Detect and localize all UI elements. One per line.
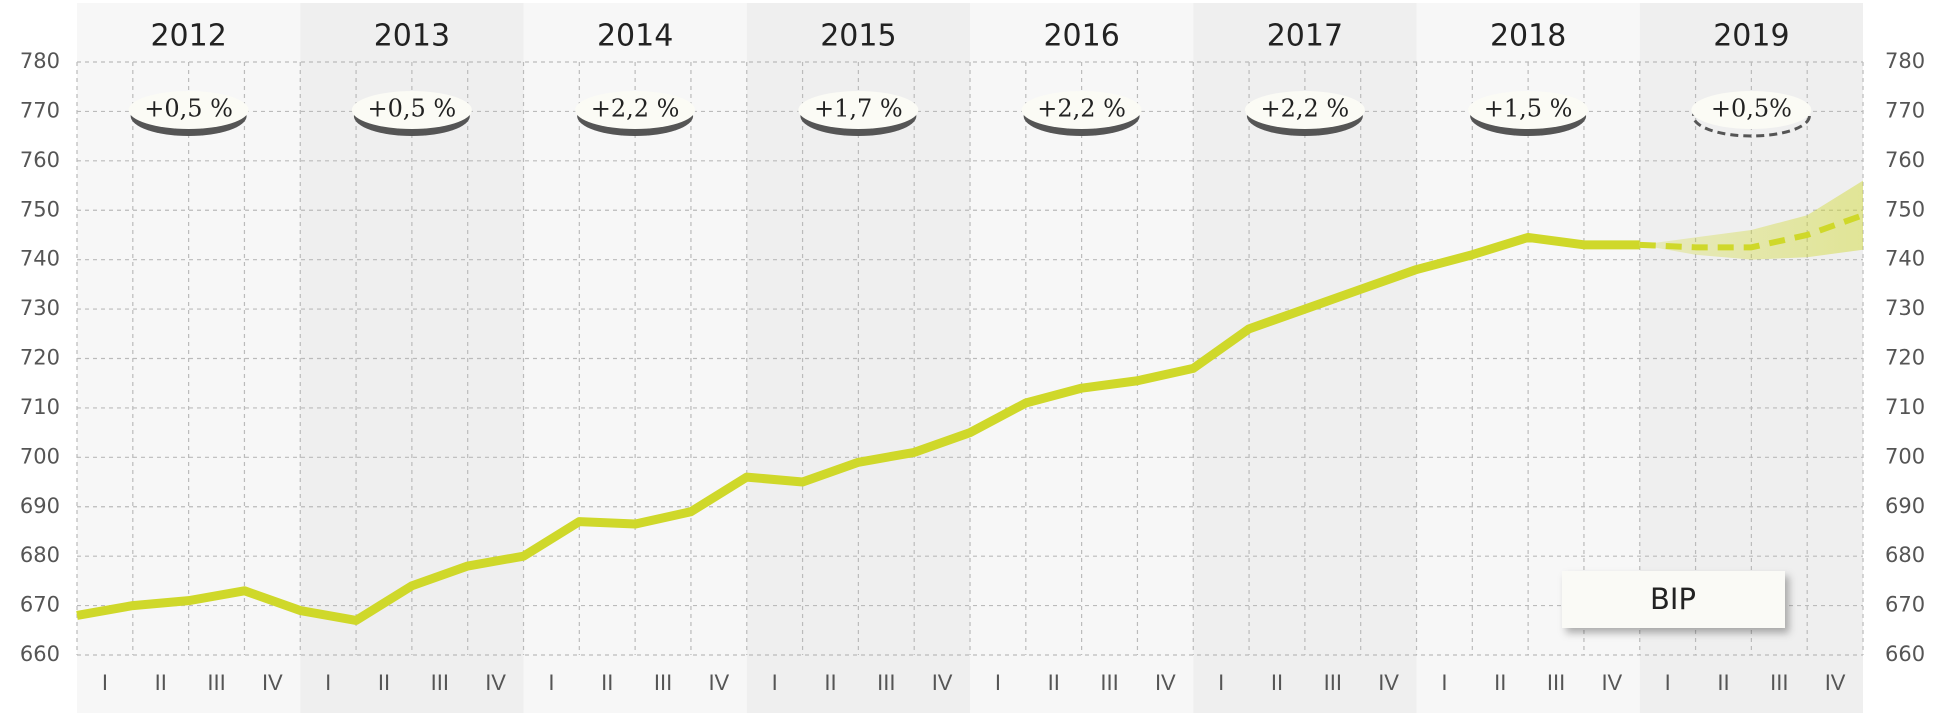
year-label: 2017 xyxy=(1267,19,1343,54)
pill xyxy=(1244,91,1365,129)
y2-tick-label: 740 xyxy=(1885,247,1925,271)
pill xyxy=(351,91,472,129)
x-tick-label: IV xyxy=(1825,670,1846,695)
x-tick-label: II xyxy=(155,670,167,695)
pill xyxy=(798,91,919,129)
y-tick-label: 660 xyxy=(20,642,60,666)
x-tick-label: II xyxy=(378,670,390,695)
x-tick-label: II xyxy=(1048,670,1060,695)
growth-label: +2,2 % xyxy=(1261,95,1350,123)
growth-label: +1,7 % xyxy=(814,95,903,123)
x-tick-label: III xyxy=(207,670,225,695)
y-tick-label: 690 xyxy=(20,494,60,518)
y2-tick-label: 670 xyxy=(1885,593,1925,617)
pill xyxy=(1468,91,1589,129)
y-tick-label: 710 xyxy=(20,395,60,419)
x-tick-label: II xyxy=(1271,670,1283,695)
x-tick-label: II xyxy=(601,670,613,695)
growth-label: +0,5 % xyxy=(144,95,233,123)
x-tick-label: III xyxy=(431,670,449,695)
y2-tick-label: 700 xyxy=(1885,444,1925,468)
x-tick-label: II xyxy=(1494,670,1506,695)
x-tick-label: III xyxy=(877,670,895,695)
y2-tick-label: 660 xyxy=(1885,642,1925,666)
y-tick-label: 770 xyxy=(20,98,60,122)
x-tick-label: I xyxy=(1218,670,1224,695)
x-tick-label: III xyxy=(1324,670,1342,695)
y2-tick-label: 730 xyxy=(1885,296,1925,320)
pill xyxy=(575,91,696,129)
legend-box xyxy=(1562,571,1785,628)
y2-tick-label: 780 xyxy=(1885,49,1925,73)
x-tick-label: IV xyxy=(485,670,506,695)
growth-label: +1,5 % xyxy=(1484,95,1573,123)
x-tick-label: IV xyxy=(1601,670,1622,695)
x-tick-label: IV xyxy=(1155,670,1176,695)
y-tick-label: 740 xyxy=(20,247,60,271)
growth-label: +0,5 % xyxy=(368,95,457,123)
pill xyxy=(1021,91,1142,129)
y2-tick-label: 770 xyxy=(1885,98,1925,122)
y2-tick-label: 690 xyxy=(1885,494,1925,518)
year-label: 2018 xyxy=(1490,19,1566,54)
x-tick-label: I xyxy=(772,670,778,695)
growth-label: +2,2 % xyxy=(591,95,680,123)
pill-shadow xyxy=(1691,94,1811,138)
y2-tick-label: 720 xyxy=(1885,346,1925,370)
year-label: 2016 xyxy=(1043,19,1119,54)
year-label: 2013 xyxy=(374,19,450,54)
y-tick-label: 720 xyxy=(20,346,60,370)
year-label: 2014 xyxy=(597,19,673,54)
y2-tick-label: 710 xyxy=(1885,395,1925,419)
growth-label: +2,2 % xyxy=(1037,95,1126,123)
forecast-range xyxy=(1639,180,1863,260)
line xyxy=(1639,212,1865,251)
x-tick-label: IV xyxy=(1378,670,1399,695)
y-tick-label: 760 xyxy=(20,148,60,172)
legend-label: BIP xyxy=(1650,582,1696,616)
y-tick-label: 700 xyxy=(20,444,60,468)
x-tick-label: I xyxy=(102,670,108,695)
pill xyxy=(128,91,249,129)
growth-label: +0,5% xyxy=(1711,95,1792,123)
year-label: 2019 xyxy=(1713,19,1789,54)
line xyxy=(76,232,1640,625)
y-tick-label: 670 xyxy=(20,593,60,617)
x-tick-label: I xyxy=(995,670,1001,695)
y2-tick-label: 680 xyxy=(1885,543,1925,567)
year-label: 2012 xyxy=(150,19,226,54)
x-tick-label: II xyxy=(824,670,836,695)
x-tick-label: I xyxy=(548,670,554,695)
x-tick-label: I xyxy=(1665,670,1671,695)
x-tick-label: I xyxy=(325,670,331,695)
legend: BIP xyxy=(1562,571,1785,628)
x-tick-label: IV xyxy=(262,670,283,695)
x-tick-label: IV xyxy=(708,670,729,695)
y-tick-label: 750 xyxy=(20,197,60,221)
x-tick-label: III xyxy=(1100,670,1118,695)
year-label: 2015 xyxy=(820,19,896,54)
y2-tick-label: 760 xyxy=(1885,148,1925,172)
x-tick-label: I xyxy=(1441,670,1447,695)
x-tick-label: III xyxy=(1547,670,1565,695)
x-tick-label: III xyxy=(654,670,672,695)
x-tick-label: III xyxy=(1770,670,1788,695)
y-tick-label: 680 xyxy=(20,543,60,567)
y2-tick-label: 750 xyxy=(1885,197,1925,221)
x-tick-label: IV xyxy=(932,670,953,695)
y-tick-label: 780 xyxy=(20,49,60,73)
y-tick-label: 730 xyxy=(20,296,60,320)
pill xyxy=(1691,91,1812,129)
x-tick-label: II xyxy=(1717,670,1729,695)
